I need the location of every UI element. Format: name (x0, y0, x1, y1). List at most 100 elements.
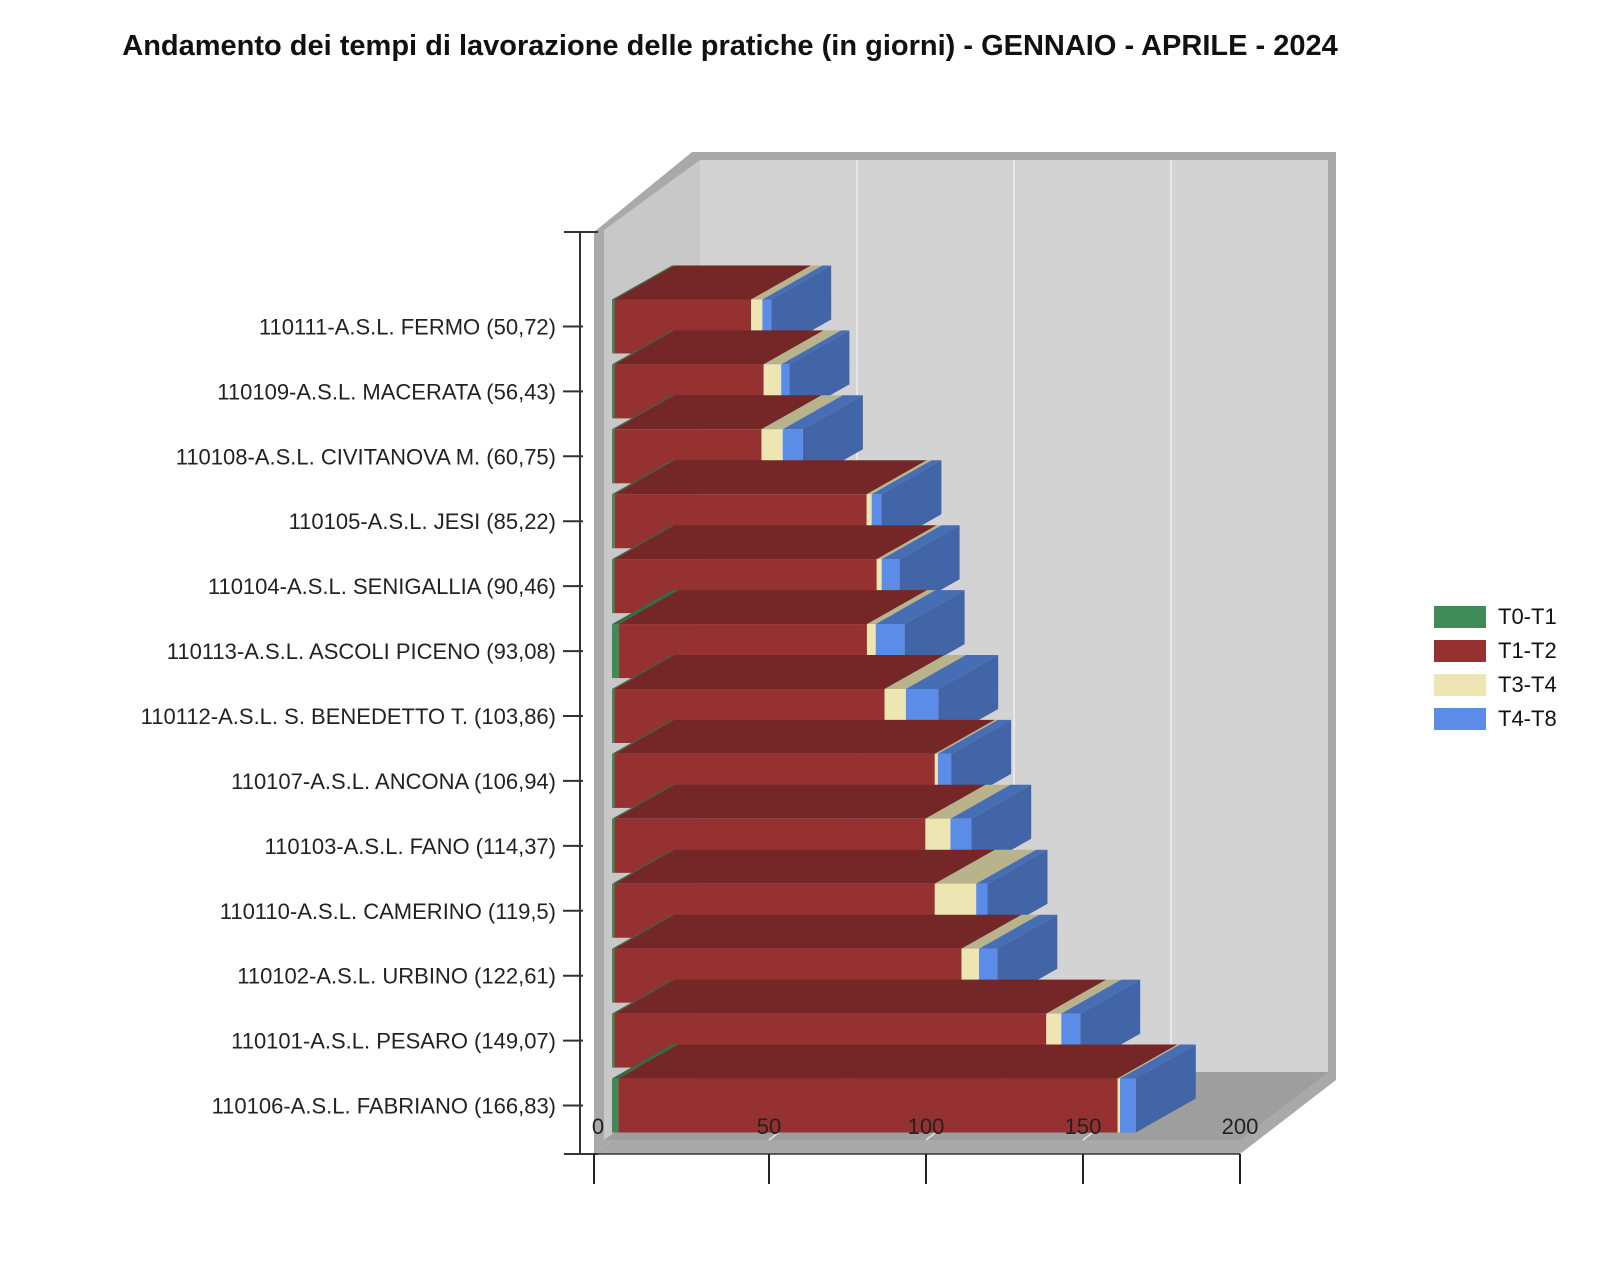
bar-top-T3-T4 (961, 914, 1040, 949)
bar-top-T3-T4 (934, 849, 1037, 884)
bar-top-T0-T1 (612, 1044, 679, 1079)
legend-swatch (1434, 640, 1486, 662)
bar-top-T4-T8 (781, 330, 850, 365)
bar-top-T3-T4 (1117, 1044, 1181, 1079)
bar-T4-T8 (762, 299, 772, 354)
bar-top-T4-T8 (1120, 1044, 1196, 1079)
bar-top-T4-T8 (881, 525, 960, 560)
bar-top-T3-T4 (884, 655, 966, 689)
bar-top-T4-T8 (782, 395, 863, 430)
bar-top-T1-T2 (614, 784, 986, 819)
legend: T0-T1 T1-T2 T3-T4 T4-T8 (1434, 600, 1557, 736)
bar-top-T0-T1 (612, 330, 675, 365)
bar-T0-T1 (612, 1078, 619, 1133)
bar-top-T4-T8 (1061, 979, 1141, 1014)
bar-top-T1-T2 (618, 1044, 1178, 1079)
y-tick-label: 110102-A.S.L. URBINO (122,61) (237, 964, 556, 989)
bar-top-T1-T2 (614, 525, 937, 560)
bar-T4-T8 (976, 883, 988, 938)
bar-top-T4-T8 (871, 460, 942, 495)
legend-item: T3-T4 (1434, 668, 1557, 702)
bar-top-T1-T2 (614, 914, 1022, 949)
y-tick-label: 110101-A.S.L. PESARO (149,07) (231, 1029, 556, 1054)
bar-T3-T4 (866, 494, 872, 549)
bar-T1-T2 (618, 1078, 1118, 1133)
bar-top-T4-T8 (950, 784, 1032, 819)
bar-T0-T1 (612, 624, 619, 679)
bar-top-T3-T4 (763, 330, 842, 365)
bar-top-T3-T4 (751, 265, 823, 300)
bar-T3-T4 (1117, 1078, 1121, 1133)
bar-top-T1-T2 (614, 265, 812, 300)
bar-T4-T8 (871, 494, 882, 549)
bar-top-T4-T8 (937, 719, 1012, 754)
bar-T0-T1 (612, 494, 615, 549)
x-tick-label: 200 (1222, 1114, 1259, 1139)
x-tick-labels: 0 50 100 150 200 (592, 1114, 1258, 1139)
x-tick-label: 0 (592, 1114, 604, 1139)
bar-top-T1-T2 (618, 590, 927, 625)
bar-top-T0-T1 (612, 590, 679, 625)
axes (563, 231, 1241, 1184)
bar-T0-T1 (612, 429, 615, 484)
bar-T0-T1 (612, 364, 615, 419)
bar-top-T0-T1 (612, 784, 675, 819)
chart-title: Andamento dei tempi di lavorazione delle… (122, 30, 1338, 62)
y-tick-label: 110109-A.S.L. MACERATA (56,43) (217, 379, 556, 404)
bar-top-T0-T1 (612, 525, 675, 560)
bar-T0-T1 (612, 753, 615, 808)
bar-T3-T4 (934, 753, 938, 808)
x-tick-label: 150 (1065, 1114, 1102, 1139)
bar-top-T3-T4 (761, 395, 843, 430)
bar-top-T1-T2 (614, 719, 995, 754)
bar-top-T4-T8 (976, 849, 1048, 884)
y-tick-label: 110103-A.S.L. FANO (114,37) (265, 834, 556, 859)
bar-top-T1-T2 (614, 460, 927, 495)
bar-top-T0-T1 (612, 265, 675, 300)
y-tick-label: 110111-A.S.L. FERMO (50,72) (259, 314, 556, 339)
x-tick-label: 50 (757, 1114, 781, 1139)
y-tick-label: 110110-A.S.L. CAMERINO (119,5) (220, 899, 556, 924)
bar-T0-T1 (612, 883, 615, 938)
bar-top-T0-T1 (612, 979, 675, 1014)
bar-T0-T1 (612, 948, 615, 1003)
bar-T0-T1 (612, 299, 615, 354)
bar-side-T4-T8 (1135, 1044, 1196, 1133)
bar-top-T0-T1 (612, 395, 675, 430)
bar-top-T4-T8 (905, 655, 999, 689)
y-tick-label: 110113-A.S.L. ASCOLI PICENO (93,08) (167, 639, 556, 664)
bar-top-T3-T4 (925, 784, 1011, 819)
bar-top-T1-T2 (614, 330, 824, 365)
y-tick-label: 110108-A.S.L. CIVITANOVA M. (60,75) (176, 444, 556, 469)
bar-top-T0-T1 (612, 655, 675, 689)
bar-T0-T1 (612, 1013, 615, 1068)
bar-top-T0-T1 (612, 460, 675, 495)
legend-label: T1-T2 (1498, 638, 1557, 663)
bar-top-T1-T2 (614, 655, 945, 689)
legend-label: T4-T8 (1498, 706, 1557, 731)
bar-top-T3-T4 (934, 719, 998, 754)
legend-swatch (1434, 708, 1486, 730)
y-tick-label: 110105-A.S.L. JESI (85,22) (289, 509, 556, 534)
y-tick-labels: 110111-A.S.L. FERMO (50,72) 110109-A.S.L.… (141, 314, 556, 1118)
x-tick-label: 100 (908, 1114, 945, 1139)
bar-top-T1-T2 (614, 395, 822, 430)
legend-item: T1-T2 (1434, 634, 1557, 668)
y-tick-label: 110112-A.S.L. S. BENEDETTO T. (103,86) (141, 704, 556, 729)
legend-item: T4-T8 (1434, 702, 1557, 736)
bar-T3-T4 (876, 559, 882, 614)
bar-top-T3-T4 (1046, 979, 1122, 1014)
bar-T4-T8 (1120, 1078, 1136, 1133)
bar-top-T0-T1 (612, 849, 675, 884)
bar-top-T4-T8 (979, 914, 1058, 949)
y-tick-label: 110104-A.S.L. SENIGALLIA (90,46) (208, 574, 556, 599)
bar-top-T3-T4 (867, 590, 936, 625)
bar-top-T3-T4 (866, 460, 932, 495)
bar-T0-T1 (612, 559, 615, 614)
bar-top-T4-T8 (875, 590, 965, 625)
bar-top-T3-T4 (876, 525, 942, 560)
bar-T3-T4 (751, 299, 763, 354)
legend-label: T0-T1 (1498, 604, 1557, 629)
bar-top-T1-T2 (614, 849, 995, 884)
